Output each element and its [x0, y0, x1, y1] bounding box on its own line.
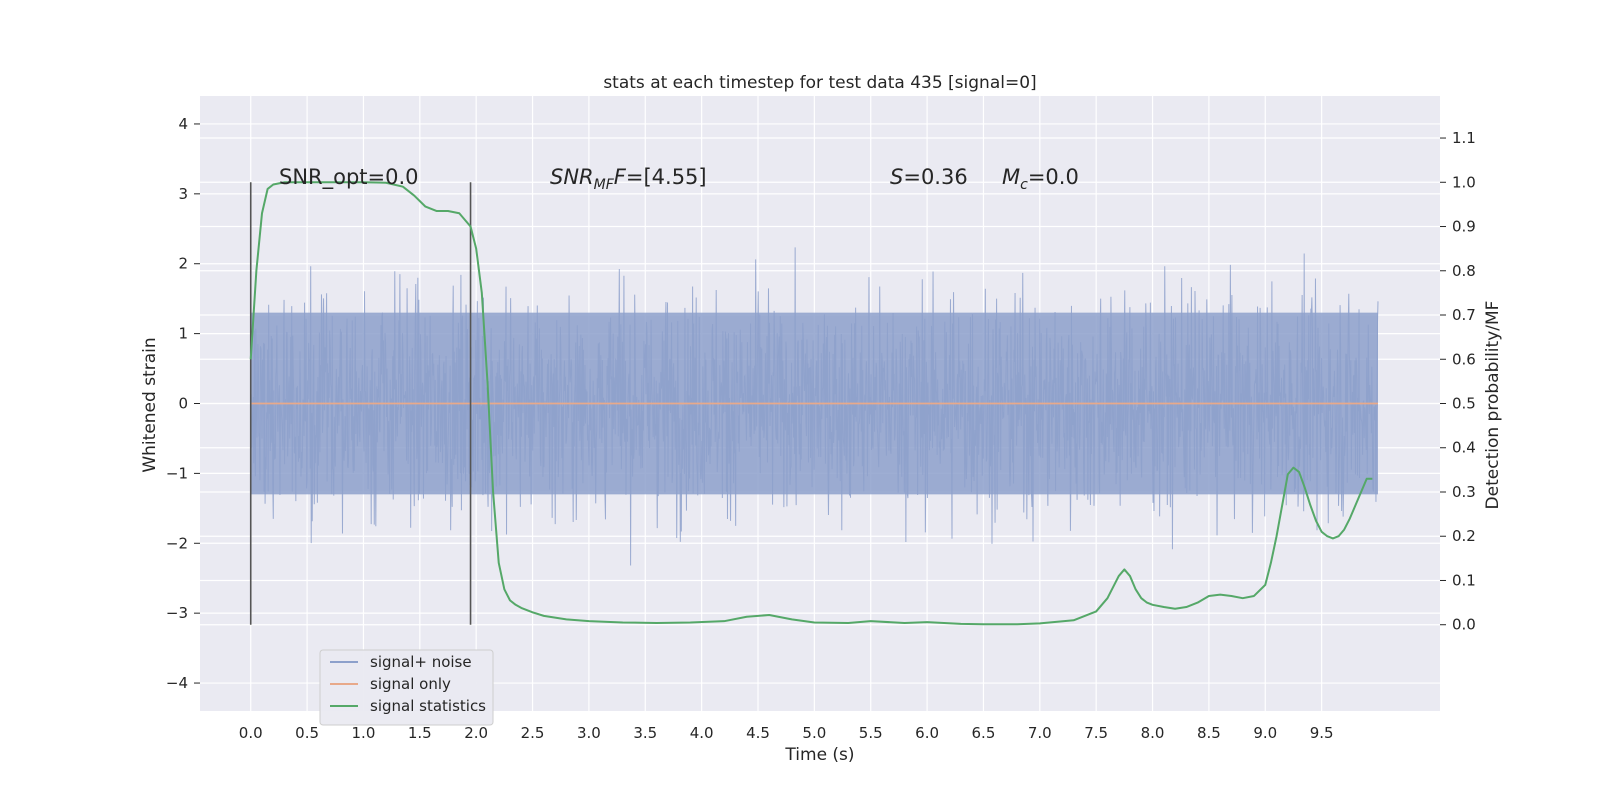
- legend-label-signal-statistics: signal statistics: [370, 697, 486, 715]
- snr-mf-f: F: [614, 165, 627, 189]
- mc-subscript: c: [1020, 177, 1028, 193]
- snr-mf-subscript: MF: [594, 177, 615, 193]
- y2-tick-label: 1.0: [1452, 173, 1476, 191]
- x-tick-label: 7.0: [1028, 724, 1052, 742]
- x-tick-label: 8.0: [1141, 724, 1165, 742]
- x-tick-label: 9.5: [1310, 724, 1334, 742]
- snr-mf-label: SNR: [550, 165, 594, 189]
- x-tick-label: 0.5: [295, 724, 319, 742]
- x-tick-label: 8.5: [1197, 724, 1221, 742]
- x-axis-label: Time (s): [784, 745, 854, 765]
- x-tick-label: 7.5: [1084, 724, 1108, 742]
- tick-layer: 0.0 0.5 1.0 1.5 2.0 2.5 3.0 3.5 4.0 4.5 5.0 5.5 6.0 6…: [166, 115, 1476, 742]
- annotation-s: S=0.36: [890, 165, 968, 189]
- x-tick-label: 9.0: [1253, 724, 1277, 742]
- x-tick-label: 2.0: [464, 724, 488, 742]
- s-value: =0.36: [903, 165, 967, 189]
- legend-box: [319, 649, 494, 726]
- chart-title: stats at each timestep for test data 435…: [603, 73, 1036, 93]
- y-tick-label: 2: [178, 255, 188, 273]
- y-tick-label: −3: [166, 604, 188, 622]
- y2-tick-label: 0.5: [1452, 395, 1476, 413]
- x-tick-label: 3.5: [633, 724, 657, 742]
- signal-statistics-line: [249, 181, 1373, 626]
- mc-label: M: [1002, 165, 1020, 189]
- y2-tick-label: 0.9: [1452, 218, 1476, 236]
- annotation-mc: Mc=0.0: [1002, 165, 1079, 193]
- s-label: S: [890, 165, 903, 189]
- y2-tick-label: 0.3: [1452, 483, 1476, 501]
- x-tick-label: 4.0: [690, 724, 714, 742]
- x-tick-label: 5.0: [802, 724, 826, 742]
- x-tick-label: 6.5: [972, 724, 996, 742]
- y2-tick-label: 0.6: [1452, 350, 1476, 368]
- annotation-snr-mf: SNRMFF=[4.55]: [550, 165, 707, 193]
- y-tick-label: 1: [178, 325, 188, 343]
- y2-tick-label: 0.1: [1452, 571, 1476, 589]
- y2-tick-label: 0.2: [1452, 527, 1476, 545]
- y2-tick-label: 0.7: [1452, 306, 1476, 324]
- y-tick-label: 0: [178, 395, 188, 413]
- x-tick-label: 2.5: [521, 724, 545, 742]
- y2-tick-label: 1.1: [1452, 129, 1476, 147]
- y-tick-label: −4: [166, 674, 188, 692]
- x-tick-label: 4.5: [746, 724, 770, 742]
- legend-label-signal-noise: signal+ noise: [370, 653, 472, 671]
- y2-tick-label: 0.0: [1452, 616, 1476, 634]
- x-tick-label: 1.0: [352, 724, 376, 742]
- y-tick-label: −2: [166, 534, 188, 552]
- x-tick-label: 0.0: [239, 724, 263, 742]
- annotation-snr-opt: SNR_opt=0.0: [279, 165, 419, 190]
- x-tick-label: 1.5: [408, 724, 432, 742]
- y2-axis-label: Detection probability/MF: [1483, 301, 1503, 510]
- x-tick-label: 3.0: [577, 724, 601, 742]
- legend-label-signal-only: signal only: [370, 675, 451, 693]
- x-tick-label: 5.5: [859, 724, 883, 742]
- mc-value: =0.0: [1028, 165, 1079, 189]
- y2-tick-label: 0.8: [1452, 262, 1476, 280]
- snr-mf-value: =[4.55]: [626, 165, 707, 189]
- y-tick-label: 4: [178, 115, 188, 133]
- y-tick-label: 3: [178, 185, 188, 203]
- y-tick-label: −1: [166, 464, 188, 482]
- y2-tick-label: 0.4: [1452, 439, 1476, 457]
- y-axis-label: Whitened strain: [140, 337, 160, 472]
- legend: signal+ noise signal only signal statist…: [319, 649, 494, 726]
- x-tick-label: 6.0: [915, 724, 939, 742]
- series-layer: [249, 181, 1378, 626]
